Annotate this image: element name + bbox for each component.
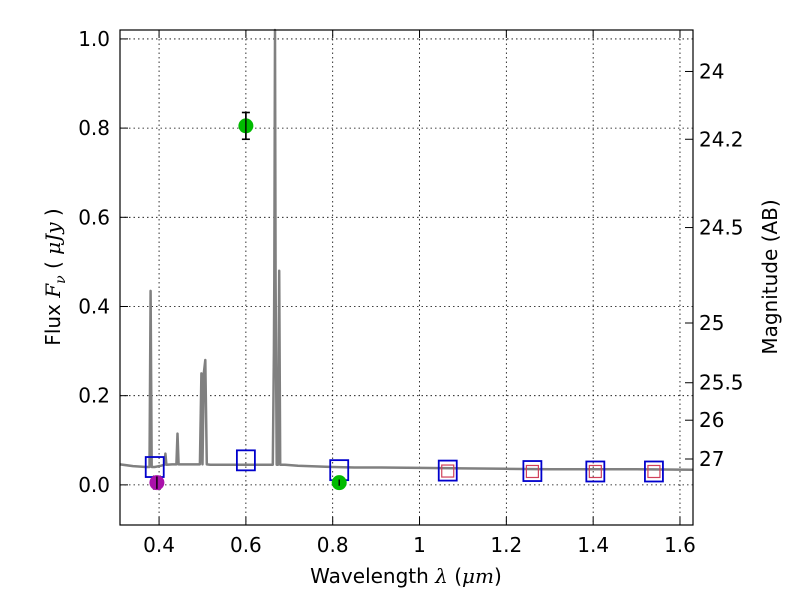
- x-tick-label: 0.4: [143, 533, 175, 557]
- y2-tick-label: 26: [699, 408, 724, 432]
- filter-marker: [647, 464, 661, 479]
- x-tick-label: 1.2: [490, 533, 522, 557]
- x-tick-label: 0.8: [317, 533, 349, 557]
- model-photometry-point: [644, 460, 664, 483]
- y-tick-label: 1.0: [78, 27, 110, 51]
- filter-marker: [525, 464, 539, 479]
- y-tick-label: 0.8: [78, 116, 110, 140]
- y2-tick-label: 24: [699, 59, 724, 83]
- filter-marker: [588, 464, 602, 479]
- y2-tick-label: 25.5: [699, 371, 744, 395]
- filter-marker: [441, 464, 455, 478]
- model-photometry-point: [235, 449, 256, 472]
- y2-tick-label: 24.5: [699, 216, 744, 240]
- plot-background: [120, 30, 693, 525]
- x-tick-label: 0.6: [230, 533, 262, 557]
- y-tick-label: 0.4: [78, 294, 110, 318]
- data-series: [119, 28, 694, 491]
- x-tick-label: 1: [413, 533, 426, 557]
- tick-labels: 0.4 0.6 0.8 1 1.2 1.4 1.6 0.0 0.2 0.4 0.6 0.8 1.0 24 2…: [78, 27, 743, 557]
- y-tick-label: 0.2: [78, 384, 110, 408]
- x-tick-label: 1.6: [664, 533, 696, 557]
- model-photometry-point: [585, 460, 606, 483]
- y2-tick-label: 24.2: [699, 127, 744, 151]
- y-axis-title: Flux Fν ( μJy ): [41, 208, 69, 345]
- y2-axis-title: Magnitude (AB): [758, 199, 782, 354]
- plot-frame: [119, 29, 694, 526]
- model-photometry-point: [437, 459, 458, 482]
- spectrum-line: [119, 28, 694, 471]
- x-tick-label: 1.4: [577, 533, 609, 557]
- model-photometry-point: [522, 460, 543, 482]
- y-tick-label: 0.0: [78, 473, 110, 497]
- axis-ticks: [120, 30, 693, 525]
- grid-lines: [120, 30, 693, 525]
- y-tick-label: 0.6: [78, 205, 110, 229]
- y2-tick-label: 25: [699, 311, 724, 335]
- y2-tick-label: 27: [699, 447, 724, 471]
- x-axis-title: Wavelength λ (μm): [310, 564, 502, 588]
